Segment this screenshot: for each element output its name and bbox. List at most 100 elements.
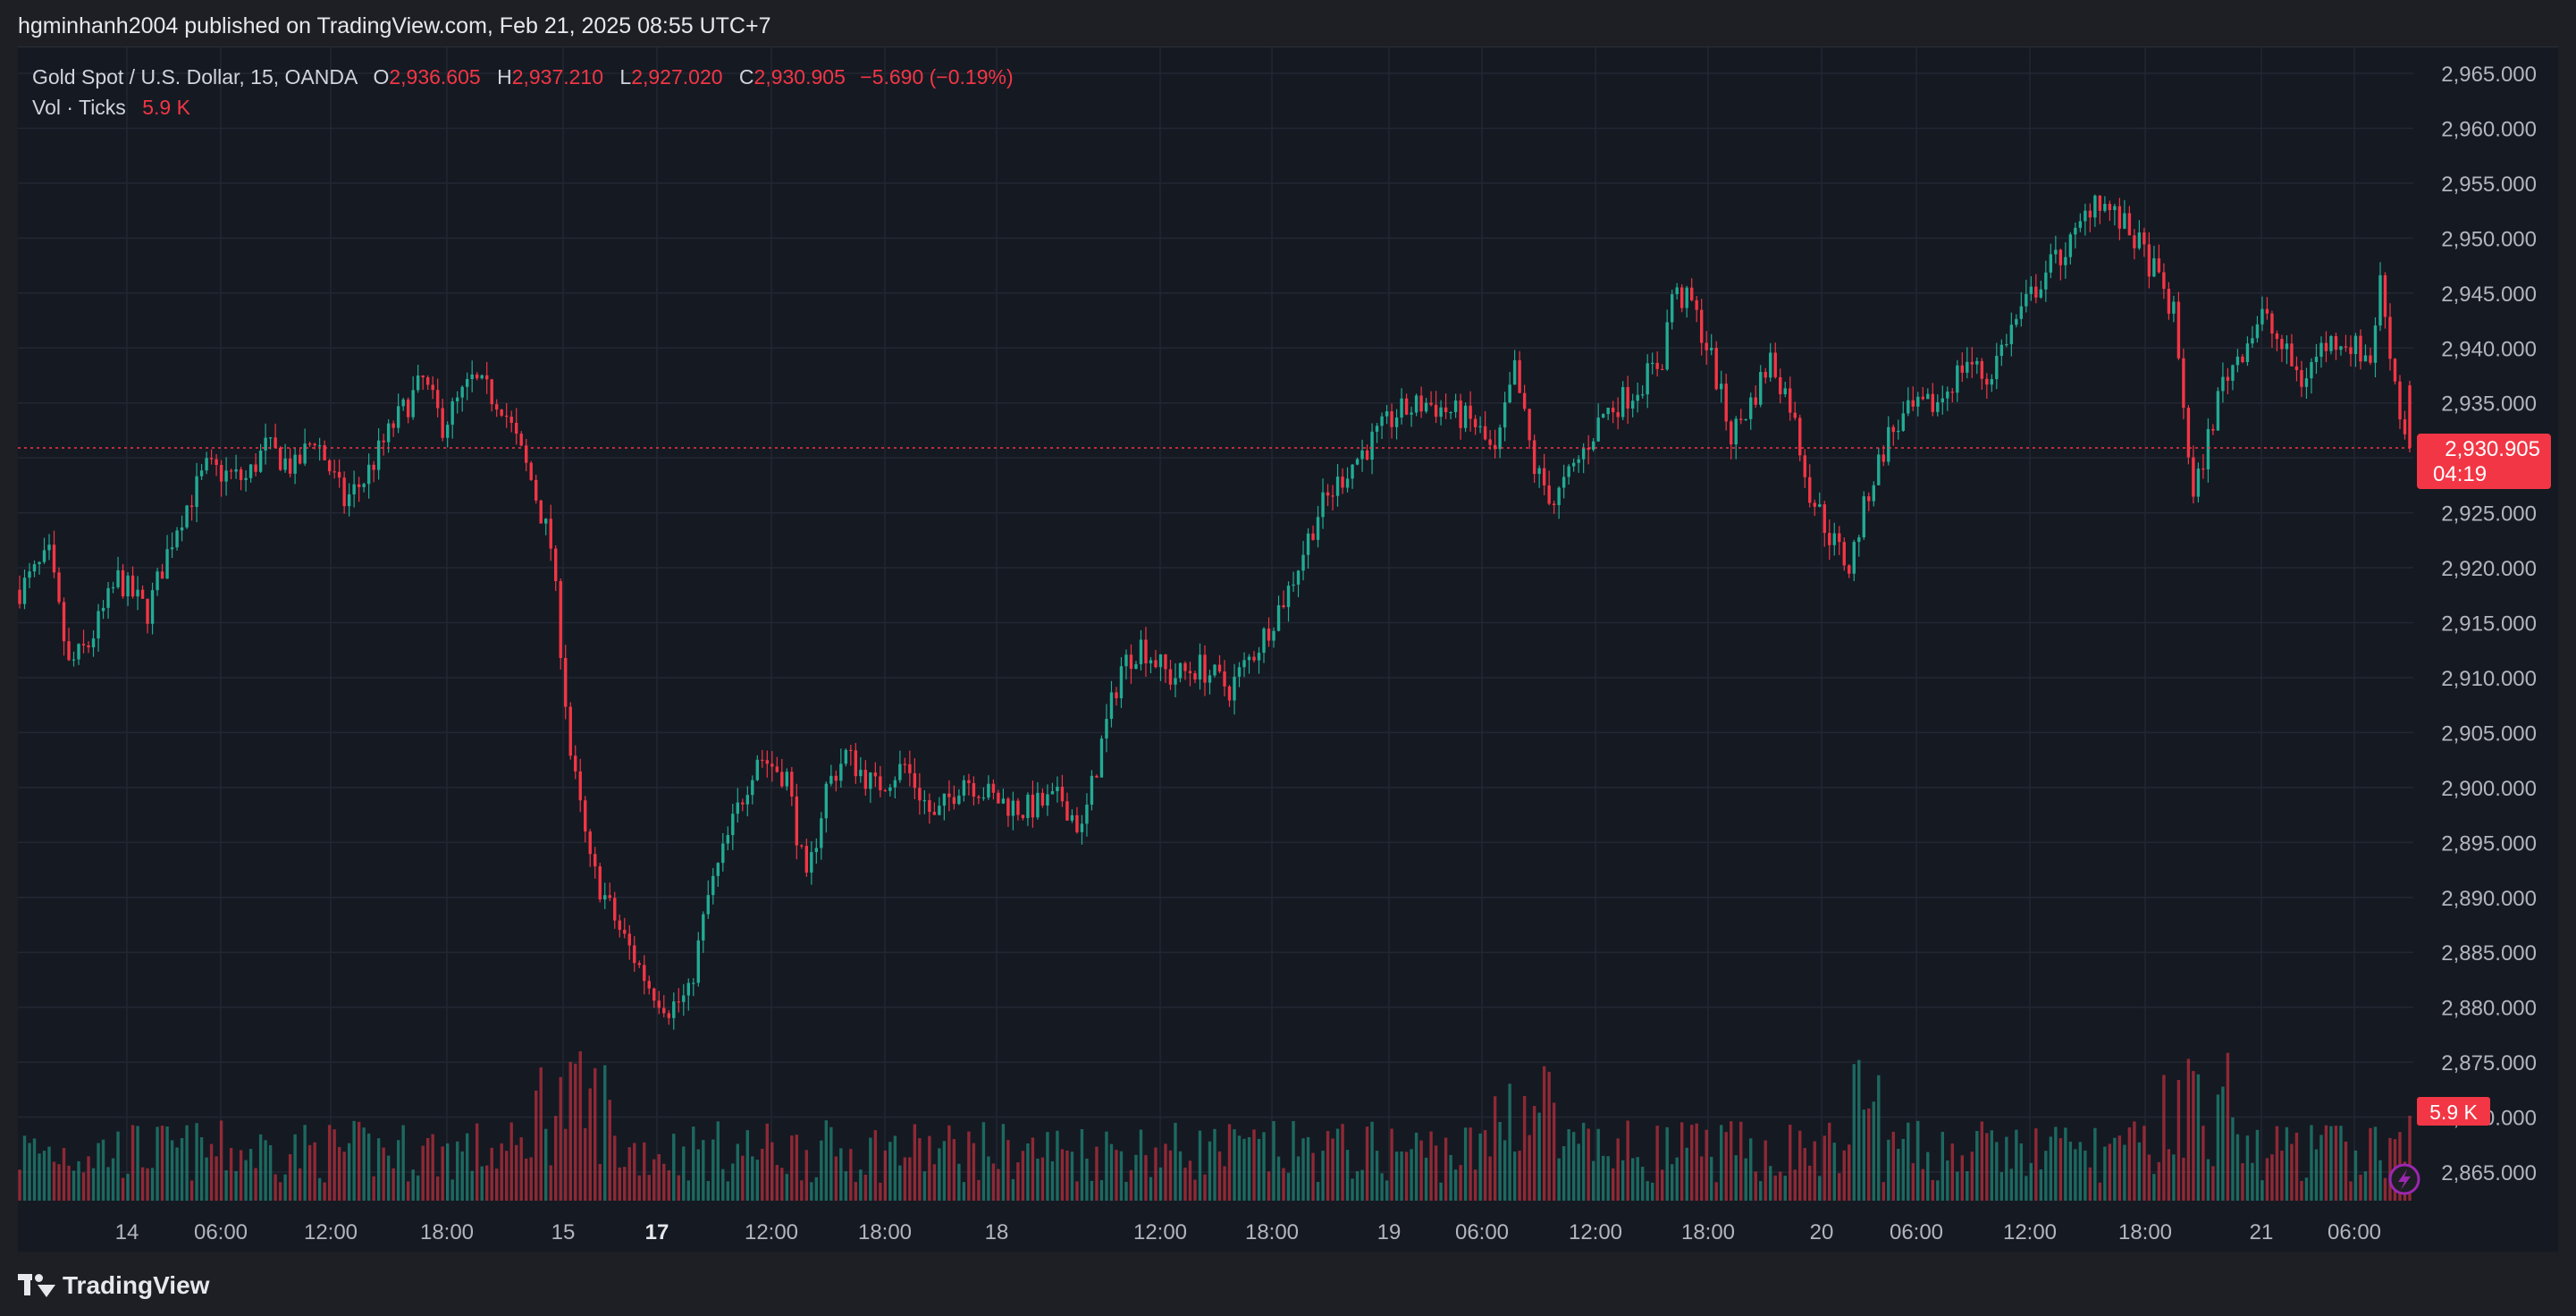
candle-body <box>1174 678 1177 685</box>
candle-body <box>1518 359 1521 393</box>
volume-bar <box>1449 1154 1452 1201</box>
volume-bar <box>1783 1176 1787 1201</box>
candle-body <box>1759 372 1763 405</box>
volume-bar <box>2290 1143 2294 1201</box>
candle-body <box>2142 232 2146 245</box>
candle-body <box>1129 654 1133 670</box>
candle-body <box>1168 669 1173 685</box>
volume-bar <box>2211 1166 2215 1201</box>
volume-bar <box>1223 1166 1226 1201</box>
volume-bar <box>2034 1128 2038 1201</box>
candle-body <box>1390 411 1393 427</box>
candle-body <box>770 763 774 767</box>
candle-body <box>386 423 391 443</box>
candle-body <box>77 644 80 660</box>
candle-body <box>2117 206 2122 229</box>
volume-bar <box>2117 1135 2122 1201</box>
volume-bar <box>711 1139 715 1201</box>
candle-body <box>962 780 966 796</box>
volume-bar <box>205 1157 208 1201</box>
volume-bar <box>1410 1149 1413 1201</box>
volume-bar <box>1050 1160 1055 1201</box>
candle-body <box>1670 294 1674 323</box>
candle-body <box>62 602 66 642</box>
volume-bar <box>1872 1101 1875 1201</box>
volume-bar <box>928 1135 931 1201</box>
volume-bar <box>1203 1174 1207 1201</box>
candle-body <box>1852 542 1856 574</box>
candle-body <box>401 399 405 407</box>
volume-bar <box>1488 1156 1492 1201</box>
candle-body <box>1282 605 1285 608</box>
volume-bar <box>603 1065 607 1201</box>
price-chart[interactable]: 2,965.000 2,960.000 2,955.000 2,950.000 2,94… <box>18 47 2558 1253</box>
volume-bar <box>2167 1149 2171 1201</box>
volume-bar <box>686 1180 690 1201</box>
candle-body <box>1881 454 1885 462</box>
candle-body <box>637 963 641 966</box>
volume-bar <box>1591 1160 1595 1201</box>
candle-body <box>1217 664 1222 672</box>
candle-body <box>942 793 947 806</box>
volume-bar <box>883 1150 888 1201</box>
volume-bar <box>327 1125 332 1201</box>
volume-bar <box>1749 1138 1753 1201</box>
symbol-name[interactable]: Gold Spot / U.S. Dollar, 15, OANDA <box>32 65 358 89</box>
volume-bar <box>146 1168 149 1201</box>
volume-bar <box>1730 1121 1733 1201</box>
volume-bar <box>2201 1126 2205 1201</box>
volume-label[interactable]: Vol · Ticks <box>32 96 126 119</box>
volume-bar <box>1493 1096 1497 1201</box>
x-tick-label: 12:00 <box>1569 1220 1622 1244</box>
candle-body <box>416 375 420 391</box>
volume-bar <box>2255 1129 2260 1201</box>
volume-bar <box>834 1156 838 1201</box>
volume-bar <box>967 1131 971 1201</box>
volume-bar <box>229 1147 233 1201</box>
volume-bar <box>1537 1112 1541 1201</box>
candle-body <box>2339 346 2343 350</box>
x-tick-label: 06:00 <box>2328 1220 2381 1244</box>
candle-body <box>667 1013 670 1018</box>
volume-bar <box>67 1165 71 1201</box>
volume-bar <box>72 1170 76 1201</box>
candle-body <box>785 772 789 787</box>
candle-body <box>1050 790 1055 795</box>
candle-body <box>1848 565 1851 574</box>
volume-bar <box>2192 1070 2195 1201</box>
volume-bar <box>465 1133 469 1201</box>
volume-bar <box>91 1168 96 1201</box>
candle-body <box>1532 440 1536 475</box>
x-tick-label: 18:00 <box>1681 1220 1735 1244</box>
candle-body <box>509 417 513 423</box>
volume-bar <box>824 1120 829 1201</box>
volume-bar <box>416 1175 420 1201</box>
volume-bar <box>2054 1126 2058 1201</box>
candle-body <box>2098 195 2102 211</box>
volume-bar <box>706 1181 710 1201</box>
volume-bar <box>879 1182 882 1201</box>
candle-body <box>1267 628 1271 641</box>
volume-bar <box>1257 1138 1261 1201</box>
volume-bar <box>1360 1169 1364 1201</box>
candle-body <box>2157 257 2161 273</box>
candle-body <box>751 780 754 796</box>
chart-panel[interactable]: 2,965.000 2,960.000 2,955.000 2,950.000 2,94… <box>18 46 2558 1253</box>
volume-bar <box>2133 1121 2136 1201</box>
volume-bar <box>509 1122 513 1201</box>
volume-bar <box>1375 1151 1379 1201</box>
candle-body <box>627 933 631 946</box>
y-tick-label: 2,925.000 <box>2441 502 2537 527</box>
volume-bar <box>1862 1109 1865 1201</box>
tradingview-logo[interactable]: TradingView <box>18 1271 209 1300</box>
volume-bar <box>692 1126 695 1201</box>
candle-body <box>239 468 243 480</box>
candle-body <box>1675 287 1679 295</box>
volume-bar <box>1689 1125 1694 1201</box>
candle-body <box>2393 359 2397 382</box>
candle-body <box>908 763 912 773</box>
volume-bar <box>2152 1174 2156 1201</box>
candle-body <box>1956 365 1959 393</box>
candle-body <box>1262 628 1266 654</box>
volume-bar <box>254 1168 257 1201</box>
